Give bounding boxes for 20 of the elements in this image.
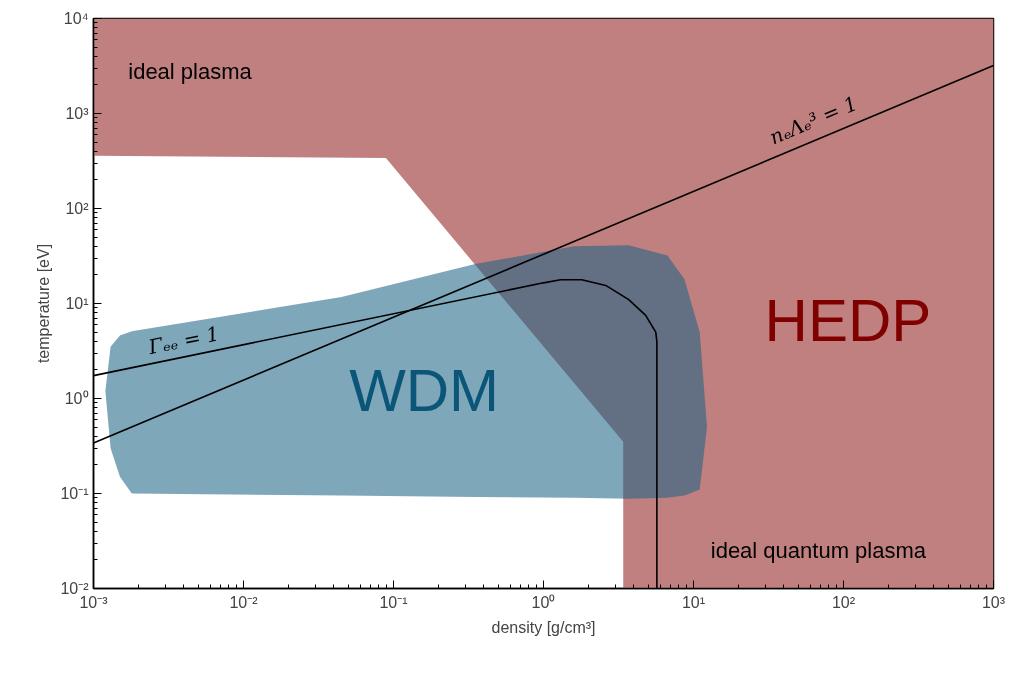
x-tick-label: 10⁻¹	[379, 593, 408, 611]
y-tick-label: 10¹	[65, 295, 89, 312]
x-tick-label: 10³	[981, 593, 1006, 611]
annotation: ideal quantum plasma	[710, 538, 927, 564]
series-label: WDM	[349, 357, 500, 425]
y-axis-title: temperature [eV]	[35, 243, 53, 364]
y-tick-label: 10²	[65, 200, 90, 217]
x-tick-label: 10⁻²	[229, 593, 259, 611]
x-axis-title: density [g/cm³]	[491, 618, 596, 636]
x-tick-label: 10¹	[681, 593, 706, 611]
x-tick-label: 10²	[831, 593, 856, 611]
text: nₑΛₑ³ = 1	[765, 91, 861, 150]
series-label: HEDP	[764, 287, 932, 355]
y-tick-label: 10⁴	[63, 10, 89, 27]
y-tick-label: 10⁰	[64, 390, 89, 407]
annotation: ideal plasma	[128, 58, 253, 84]
x-tick-label: 10⁰	[531, 593, 556, 611]
y-tick-label: 10⁻¹	[60, 485, 89, 502]
text: Γₑₑ = 1	[145, 321, 222, 360]
y-tick-label: 10³	[65, 105, 90, 122]
